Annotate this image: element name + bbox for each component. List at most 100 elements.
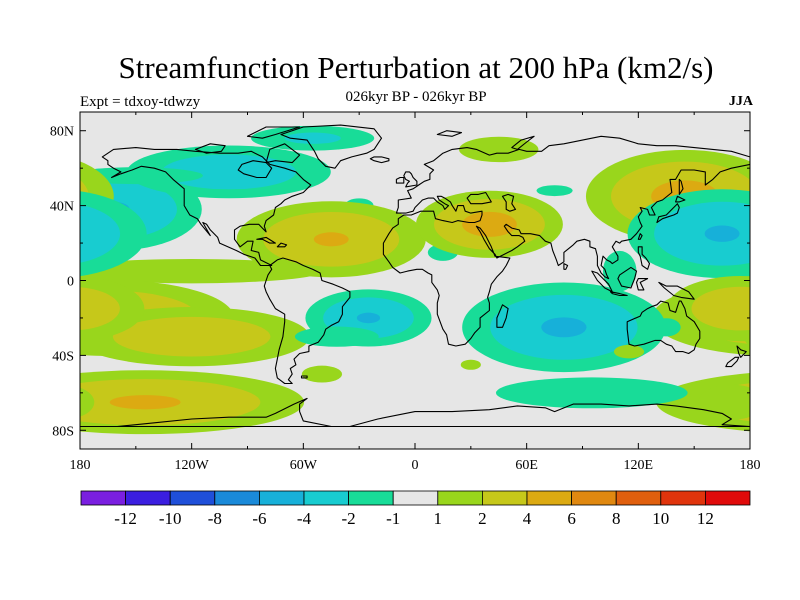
- contour-band-25-1: [613, 344, 645, 359]
- coastline-greenland: [280, 124, 383, 169]
- colorbar-swatch: [705, 490, 751, 506]
- colorbar-label: -12: [114, 509, 137, 528]
- colorbar-swatch: [526, 490, 572, 506]
- contour-band-9-2: [112, 316, 271, 357]
- coastline-hokkaido: [675, 195, 686, 203]
- contour-band-11--4: [356, 312, 381, 324]
- contour-band-17--1: [536, 185, 573, 197]
- coastline-hispaniola: [276, 242, 288, 248]
- coastline-borneo: [617, 266, 638, 289]
- contour-band-2--2: [284, 132, 341, 144]
- coastline-madagascar: [496, 304, 509, 328]
- colorbar-swatch: [258, 490, 305, 506]
- coastline-sulawesi: [635, 278, 649, 291]
- contour-band-9-1: [743, 327, 750, 347]
- lon-tick-label: 120E: [624, 458, 654, 473]
- colorbar-label: 6: [567, 509, 576, 528]
- season-label: JJA: [728, 94, 753, 109]
- contour-band-21-2: [80, 179, 89, 213]
- coastline-java: [609, 291, 628, 297]
- contour-band-22--4: [35, 226, 70, 242]
- colorbar-swatch: [80, 490, 126, 506]
- contour-band-22--2: [80, 204, 121, 263]
- colorbar-swatch: [348, 490, 394, 506]
- coastline-australia: [626, 300, 701, 355]
- coastline-north-america: [101, 147, 312, 267]
- colorbar-swatch: [169, 490, 216, 506]
- map-area: [0, 112, 800, 449]
- coastline-south-america: [263, 257, 351, 385]
- lon-tick-label: 60E: [515, 458, 538, 473]
- coastline-japan: [656, 203, 680, 224]
- coastline-novaya-zemlya: [511, 135, 535, 150]
- contour-band-22--2: [654, 201, 750, 266]
- colorbar-swatch: [125, 490, 171, 506]
- contour-band-22--4: [704, 225, 740, 242]
- colorbar-swatch: [392, 490, 439, 506]
- coastline-ireland: [395, 176, 405, 184]
- colorbar-swatch: [214, 490, 260, 506]
- colorbar-label: 2: [478, 509, 487, 528]
- contour-band-12--1: [294, 326, 379, 347]
- coastline-baffin: [265, 143, 301, 164]
- colorbar-label: -6: [252, 509, 266, 528]
- colorbar-swatch: [660, 490, 706, 506]
- contour-band-21-4: [0, 180, 49, 212]
- colorbar-swatch: [571, 490, 617, 506]
- colorbar-label: 1: [434, 509, 443, 528]
- contour-band-19--1: [0, 377, 18, 408]
- colorbar-swatch: [437, 490, 483, 506]
- coastline-falklands: [300, 375, 308, 379]
- colorbar-label: -4: [297, 509, 312, 528]
- longitude-axis: 180 120W 60W 0 60E 120E 180: [70, 112, 761, 473]
- coastline-victoria-island: [194, 143, 226, 154]
- streamfunction-contours: [0, 125, 800, 435]
- contour-band-18--4: [541, 317, 587, 338]
- map-subtitle: 026kyr BP - 026kyr BP: [345, 89, 487, 105]
- lon-tick-label: 0: [412, 458, 419, 473]
- colorbar-label: 4: [523, 509, 532, 528]
- coastline-hudson-bay: [237, 160, 273, 179]
- coastline-caspian-sea: [501, 193, 517, 212]
- colorbar-label: -1: [386, 509, 400, 528]
- coastline-new-guinea: [658, 281, 695, 300]
- contour-band-3--1: [80, 167, 203, 185]
- coastline-new-zealand-s: [725, 356, 740, 368]
- coastline-new-zealand-n: [736, 345, 747, 358]
- lat-tick-label: 40N: [50, 200, 74, 215]
- colorbar-label: 8: [612, 509, 621, 528]
- contour-band-1--2: [161, 154, 296, 190]
- lon-tick-label: 120W: [175, 458, 210, 473]
- colorbar-label: -2: [342, 509, 356, 528]
- coastline-ellesmere: [246, 126, 301, 139]
- coastline-cuba: [256, 236, 276, 244]
- lon-tick-label: 180: [70, 458, 91, 473]
- lat-tick-label: 0: [67, 275, 74, 290]
- coastline-great-britain: [403, 171, 418, 188]
- contour-band-26-1: [460, 359, 481, 370]
- contour-band-0--4: [767, 202, 800, 217]
- contour-band-16-1: [459, 136, 539, 163]
- colorbar-label: 10: [652, 509, 669, 528]
- contour-band-20--1: [602, 250, 637, 292]
- colorbar-label: -10: [159, 509, 182, 528]
- colorbar-label: 12: [697, 509, 714, 528]
- lat-tick-label: 80N: [50, 125, 74, 140]
- coastline-sri-lanka: [563, 263, 569, 270]
- colorbar-swatch: [615, 490, 662, 506]
- contour-band-9-2: [783, 317, 800, 357]
- lat-tick-label: 80S: [52, 424, 74, 439]
- latitude-axis: 80N 40N 0 40S 80S: [50, 125, 750, 439]
- lat-tick-label: 40S: [52, 349, 74, 364]
- lon-tick-label: 180: [740, 458, 761, 473]
- contour-band-24--1: [651, 318, 681, 337]
- coastline-philippines: [637, 246, 651, 270]
- contour-band-6-4: [313, 232, 349, 247]
- coastlines: [80, 124, 750, 428]
- colorbar-label: -8: [208, 509, 222, 528]
- contour-band-24--1: [0, 318, 11, 336]
- contour-band-10-4: [109, 395, 181, 410]
- colorbar-swatch: [303, 490, 349, 506]
- coastline-antarctica: [80, 397, 750, 428]
